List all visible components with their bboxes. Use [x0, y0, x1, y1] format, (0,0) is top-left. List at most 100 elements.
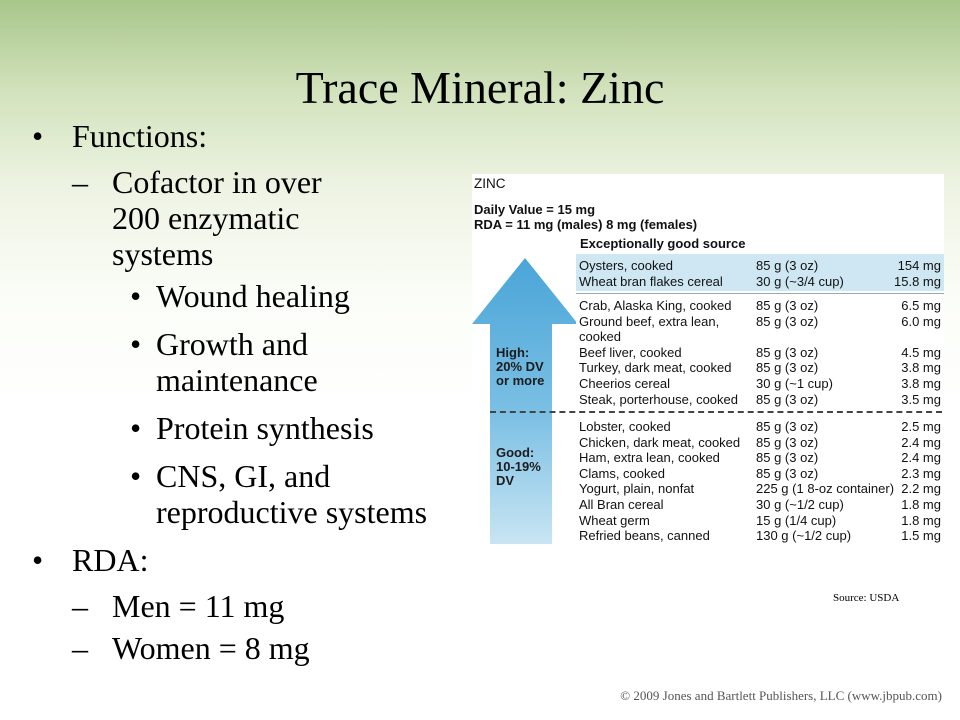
bullet-protein-synthesis: • Protein synthesis: [30, 410, 480, 446]
copyright: © 2009 Jones and Bartlett Publishers, LL…: [620, 688, 942, 703]
food-amount: 30 g (~1 cup): [756, 376, 833, 391]
high-label-line: High:: [496, 345, 530, 360]
good-label-line: DV: [496, 473, 515, 488]
bullet-functions: • Functions:: [30, 118, 480, 154]
zinc-mg: 15.8 mg: [894, 273, 941, 289]
food-amount: 85 g (3 oz): [756, 391, 819, 407]
food-row: Ground beef, extra lean, 85 g (3 oz) 6.0 m…: [579, 314, 941, 329]
food-name: Lobster, cooked: [579, 419, 671, 434]
exceptional-label: Exceptionally good source: [580, 236, 746, 251]
bullet-cns: • CNS, GI, and reproductive systems: [30, 458, 476, 530]
food-row: All Bran cereal 30 g (~1/2 cup) 1.8 mg: [579, 497, 941, 512]
bullet-men: – Men = 11 mg: [30, 588, 480, 624]
bullet-dot: •: [130, 410, 142, 446]
food-amount: 85 g (3 oz): [756, 360, 819, 376]
bullet-list: • Functions: – Cofactor in over 200 enzy…: [30, 118, 480, 672]
food-row: Oysters, cooked 85 g (3 oz) 154 mg: [579, 258, 941, 273]
food-name: Turkey, dark meat, cooked: [579, 360, 732, 376]
zinc-mg: 6.5 mg: [901, 298, 941, 313]
figure-dv-block: Daily Value = 15 mg RDA = 11 mg (males) …: [474, 202, 697, 232]
bullet-dot: •: [32, 542, 44, 578]
food-row: Ham, extra lean, cooked 85 g (3 oz) 2.4 mg: [579, 450, 941, 465]
sub-item-text: CNS, GI, and reproductive systems: [156, 458, 428, 530]
food-row: Beef liver, cooked 85 g (3 oz) 4.5 mg: [579, 345, 941, 360]
high-label-line: or more: [496, 373, 545, 388]
food-name: Chicken, dark meat, cooked: [579, 434, 741, 450]
food-amount: 30 g (~1/2 cup): [756, 497, 844, 512]
good-label-line: Good:: [496, 445, 535, 460]
food-amount: 15 g (1/4 cup): [756, 512, 837, 528]
sub-item-text: Protein synthesis: [156, 410, 374, 446]
food-name: Wheat bran flakes cereal: [579, 273, 723, 289]
high-dv-label: High: 20% DV or more: [496, 346, 544, 388]
food-name: Wheat germ: [579, 512, 650, 528]
food-row: Wheat germ 15 g (1/4 cup) 1.8 mg: [579, 513, 941, 528]
food-name: Steak, porterhouse, cooked: [579, 391, 738, 407]
bullet-dot: •: [130, 458, 142, 494]
zinc-mg: 2.4 mg: [901, 450, 941, 466]
dv-divider-dashed: [490, 411, 942, 413]
zinc-figure: ZINC Daily Value = 15 mg RDA = 11 mg (ma…: [472, 174, 944, 546]
food-name: Crab, Alaska King, cooked: [579, 298, 732, 313]
food-row: Cheerios cereal 30 g (~1 cup) 3.8 mg: [579, 376, 941, 391]
food-row: cooked: [579, 329, 941, 344]
zinc-mg: 2.3 mg: [901, 465, 941, 481]
food-amount: 85 g (3 oz): [756, 434, 819, 450]
food-amount: 85 g (3 oz): [756, 258, 819, 273]
food-name: cooked: [579, 329, 621, 345]
bullet-cofactor: – Cofactor in over 200 enzymatic systems: [30, 164, 362, 272]
zinc-mg: 1.8 mg: [901, 497, 941, 512]
food-amount: 225 g (1 8-oz container): [756, 481, 895, 497]
food-name: Clams, cooked: [579, 465, 665, 481]
food-row: Refried beans, canned 130 g (~1/2 cup) 1.5…: [579, 528, 941, 543]
food-amount: 85 g (3 oz): [756, 313, 819, 329]
good-label-line: 10-19%: [496, 459, 541, 474]
food-row: Lobster, cooked 85 g (3 oz) 2.5 mg: [579, 419, 941, 434]
slide-title: Trace Mineral: Zinc: [295, 62, 665, 113]
bullet-dot: •: [32, 118, 44, 154]
bullet-growth: • Growth and maintenance: [30, 326, 366, 398]
zinc-mg: 1.8 mg: [901, 512, 941, 528]
rda-label: RDA:: [72, 542, 149, 578]
zinc-mg: 3.5 mg: [901, 391, 941, 407]
food-row: Yogurt, plain, nonfat 225 g (1 8-oz conta…: [579, 481, 941, 496]
food-row: Clams, cooked 85 g (3 oz) 2.3 mg: [579, 466, 941, 481]
sub-item-text: Wound healing: [156, 278, 350, 314]
food-row: Wheat bran flakes cereal 30 g (~3/4 cup) 1…: [579, 274, 941, 289]
zinc-mg: 154 mg: [897, 258, 941, 273]
high-label-line: 20% DV: [496, 359, 544, 374]
food-row: Turkey, dark meat, cooked 85 g (3 oz) 3.8 …: [579, 360, 941, 375]
functions-label: Functions:: [72, 118, 208, 154]
sub-item-text: Growth and maintenance: [156, 326, 318, 398]
zinc-mg: 2.4 mg: [901, 434, 941, 450]
exceptional-band: [576, 254, 944, 291]
food-name: Beef liver, cooked: [579, 344, 682, 360]
bullet-dash: –: [72, 630, 88, 666]
food-row: Chicken, dark meat, cooked 85 g (3 oz) 2.4…: [579, 435, 941, 450]
section-divider: [576, 293, 944, 294]
figure-title: ZINC: [474, 176, 506, 191]
cofactor-text: Cofactor in over 200 enzymatic systems: [112, 164, 322, 272]
food-amount: 85 g (3 oz): [756, 450, 819, 466]
zinc-mg: 3.8 mg: [901, 360, 941, 376]
food-name: Oysters, cooked: [579, 258, 673, 273]
food-amount: 130 g (~1/2 cup): [756, 528, 852, 544]
food-amount: 85 g (3 oz): [756, 298, 819, 313]
food-row: Crab, Alaska King, cooked 85 g (3 oz) 6.5 …: [579, 298, 941, 313]
bullet-rda: • RDA:: [30, 542, 480, 578]
zinc-mg: 2.2 mg: [901, 481, 941, 497]
food-name: Ground beef, extra lean,: [579, 313, 720, 329]
food-amount: 85 g (3 oz): [756, 419, 819, 434]
up-arrow-icon: [472, 258, 576, 544]
food-amount: 30 g (~3/4 cup): [756, 273, 844, 289]
food-name: All Bran cereal: [579, 497, 664, 512]
rda-line: RDA = 11 mg (males) 8 mg (females): [474, 217, 698, 232]
food-amount: 85 g (3 oz): [756, 465, 819, 481]
bullet-dash: –: [72, 164, 88, 200]
food-row: Steak, porterhouse, cooked 85 g (3 oz) 3.5…: [579, 392, 941, 407]
bullet-women: – Women = 8 mg: [30, 630, 480, 666]
bullet-wound-healing: • Wound healing: [30, 278, 480, 314]
food-amount: 85 g (3 oz): [756, 344, 819, 360]
zinc-mg: 1.5 mg: [901, 528, 941, 544]
food-name: Cheerios cereal: [579, 376, 671, 391]
